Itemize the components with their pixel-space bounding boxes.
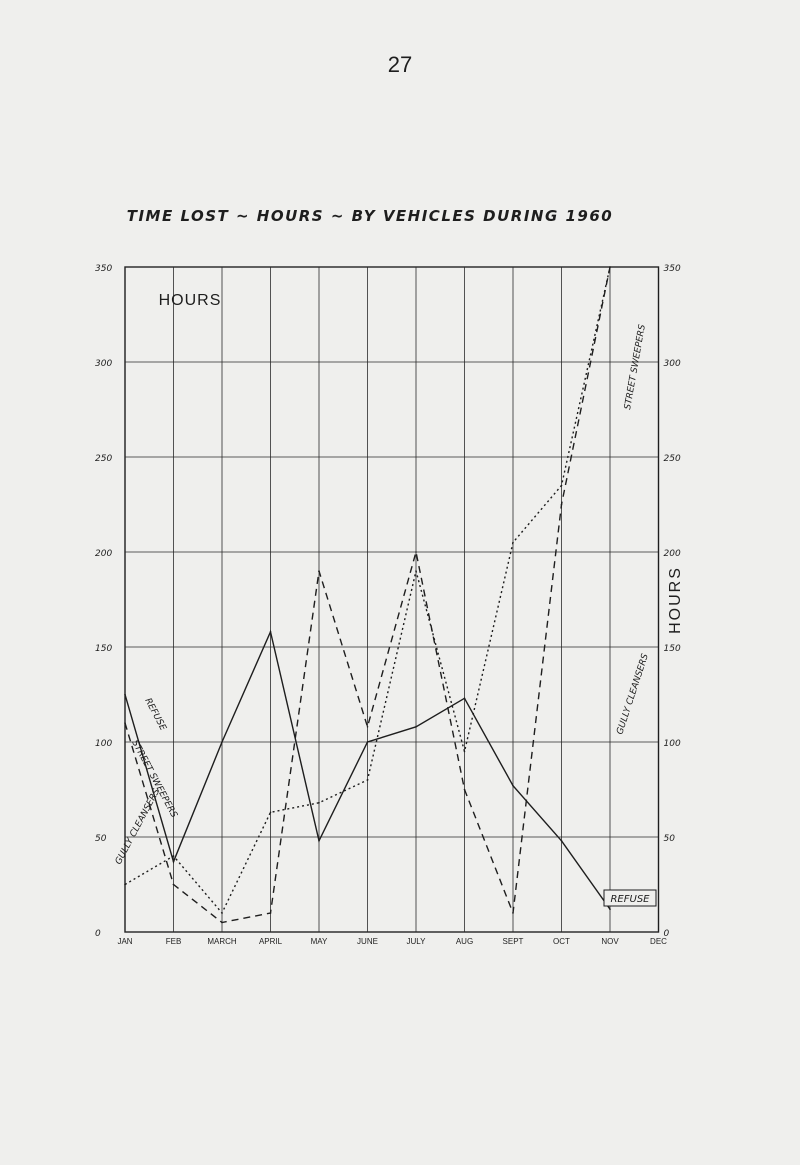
series-line-street-sweepers [124, 266, 611, 924]
month-label: AUG [456, 937, 473, 946]
data-point [172, 855, 175, 857]
data-point [124, 693, 126, 696]
month-label: JUNE [357, 937, 378, 946]
street-sweepers-inline-label-right: STREET SWEEPERS [623, 324, 648, 411]
data-point [463, 697, 466, 700]
gully-cleansers-inline-label-left: GULLY CLEANSERS [114, 787, 163, 866]
month-label: OCT [553, 937, 570, 946]
month-label: JULY [407, 937, 427, 946]
right-tick-label: 0 [664, 929, 670, 939]
right-tick-label: 50 [664, 834, 676, 844]
data-point [366, 779, 369, 781]
right-tick-label: 250 [664, 454, 681, 464]
month-label: SEPT [503, 937, 524, 946]
gully-cleansers-inline-label-right: GULLY CLEANSERS [615, 652, 651, 736]
data-point [609, 266, 611, 268]
data-point [269, 811, 272, 814]
data-point [560, 503, 563, 506]
left-tick-label: 100 [95, 739, 112, 749]
left-tick-labels: 0 50 100 150 200 250 300 350 [95, 264, 112, 939]
data-point [463, 750, 466, 753]
page-number: 27 [387, 52, 413, 77]
month-label: JAN [117, 937, 132, 946]
data-point [366, 726, 369, 728]
data-point [512, 784, 514, 787]
data-point [124, 722, 126, 724]
data-point [560, 840, 563, 842]
data-point [172, 860, 175, 863]
data-point [415, 551, 417, 553]
left-tick-label: 50 [95, 834, 107, 844]
data-point [512, 912, 514, 914]
left-tick-label: 300 [95, 359, 112, 369]
refuse-inline-label-left: REFUSE [142, 697, 167, 733]
grid-lines [124, 266, 660, 933]
refuse-inline-label-right: REFUSE [603, 889, 657, 907]
chart-title: TIME LOST ~ HOURS ~ BY VEHICLES DURING 1… [127, 207, 614, 225]
data-point [269, 912, 272, 914]
right-tick-labels: 0 50 100 150 200 250 300 350 [664, 264, 681, 939]
data-point [415, 570, 417, 572]
data-point [463, 788, 466, 791]
month-label: NOV [601, 937, 619, 946]
left-tick-label: 0 [95, 929, 101, 939]
data-point [318, 802, 320, 804]
data-point [172, 883, 175, 886]
right-tick-label: 150 [664, 644, 681, 654]
data-point [318, 570, 320, 572]
month-label: FEB [166, 937, 182, 946]
data-point [560, 484, 563, 487]
data-point [221, 741, 223, 743]
data-point [415, 726, 417, 728]
month-labels: JAN FEB MARCH APRIL MAY JUNE JULY AUG SEPT OCT NOV… [117, 937, 667, 946]
series-lines [124, 266, 611, 924]
right-tick-label: 100 [664, 739, 681, 749]
data-point [221, 921, 223, 924]
refuse-label-text: REFUSE [610, 894, 650, 905]
plot-frame [124, 266, 660, 933]
month-label: APRIL [259, 937, 283, 946]
data-point [269, 631, 272, 633]
month-label: MAY [311, 937, 328, 946]
right-tick-label: 200 [664, 549, 681, 559]
right-axis-label: HOURS [667, 566, 684, 634]
left-axis-label: HOURS [159, 292, 222, 309]
street-sweepers-inline-label-left: STREET SWEEPERS [129, 739, 178, 820]
data-point [366, 741, 369, 743]
data-point [318, 840, 320, 842]
data-point [609, 908, 611, 910]
month-label: MARCH [207, 937, 237, 946]
data-point [512, 541, 514, 544]
left-tick-label: 200 [95, 549, 112, 559]
left-tick-label: 350 [95, 264, 112, 274]
right-tick-label: 350 [664, 264, 681, 274]
month-label: DEC [650, 937, 667, 946]
left-tick-label: 250 [95, 454, 112, 464]
data-point [221, 912, 223, 914]
left-tick-label: 150 [95, 644, 112, 654]
right-tick-label: 300 [664, 359, 681, 369]
data-point [124, 883, 126, 886]
